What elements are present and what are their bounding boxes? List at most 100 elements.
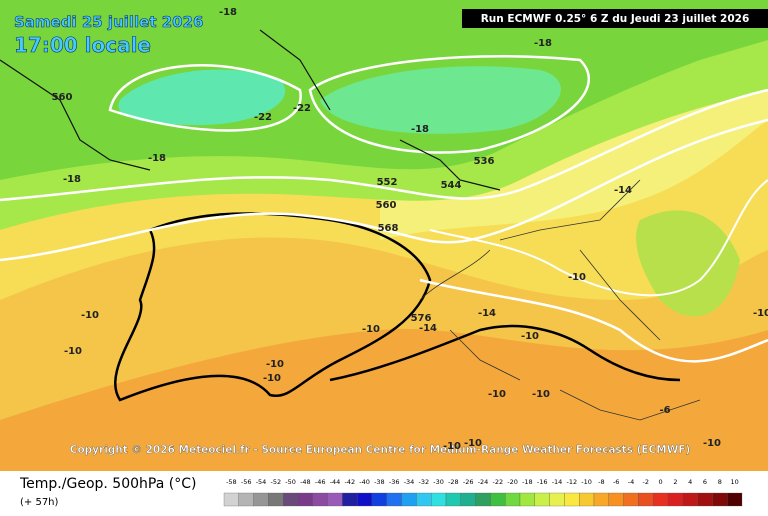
map-label: 552 (377, 177, 398, 188)
map-label: -18 (219, 7, 237, 18)
scale-label: -14 (552, 478, 563, 486)
cold-core (118, 69, 286, 125)
map-label: -10 (64, 346, 82, 357)
scale-swatch (238, 492, 254, 507)
scale-swatch (253, 492, 269, 507)
scale-swatch (697, 492, 713, 507)
scale-label: -30 (433, 478, 444, 486)
scale-swatch (416, 492, 432, 507)
scale-label: -40 (359, 478, 370, 486)
scale-label: -56 (241, 478, 252, 486)
scale-swatch (608, 492, 624, 507)
scale-label: -44 (330, 478, 341, 486)
isohypse (0, 88, 768, 202)
map-label: -14 (419, 323, 437, 334)
scale-label: -36 (389, 478, 400, 486)
scale-swatch (475, 492, 491, 507)
scale-swatch (268, 492, 284, 507)
scale-swatch (712, 492, 728, 507)
map-label: -18 (411, 124, 429, 135)
map-label: 544 (441, 180, 462, 191)
scale-swatch (638, 492, 654, 507)
map-label: 560 (52, 92, 73, 103)
scale-swatch (667, 492, 683, 507)
scale-swatch (312, 492, 328, 507)
scale-swatch (682, 492, 698, 507)
run-box (462, 9, 768, 28)
scale-label: -32 (418, 478, 429, 486)
scale-label: -34 (404, 478, 415, 486)
scale-swatch (653, 492, 669, 507)
scale-swatch (623, 492, 639, 507)
scale-label: -42 (344, 478, 355, 486)
scale-swatch (564, 492, 580, 507)
map (0, 0, 768, 471)
scale-swatch (534, 492, 550, 507)
map-label: -10 (521, 331, 539, 342)
scale-label: -26 (463, 478, 474, 486)
scale-swatch (283, 492, 299, 507)
map-label: -10 (568, 272, 586, 283)
scale-swatch (223, 492, 239, 507)
scale-label: -50 (285, 478, 296, 486)
map-label: 576 (411, 313, 432, 324)
scale-swatch (519, 492, 535, 507)
map-label: -6 (659, 405, 670, 416)
scale-label: 8 (718, 478, 722, 486)
scale-label: -46 (315, 478, 326, 486)
scale-label: 6 (703, 478, 707, 486)
scale-label: -12 (566, 478, 577, 486)
map-label: 536 (474, 156, 495, 167)
map-label: -18 (63, 174, 81, 185)
scale-swatch (490, 492, 506, 507)
scale-swatch (445, 492, 461, 507)
scale-label: -52 (270, 478, 281, 486)
map-label: -10 (81, 310, 99, 321)
scale-label: -4 (628, 478, 634, 486)
scale-label: 4 (688, 478, 692, 486)
map-label: -10 (532, 389, 550, 400)
scale-swatch (593, 492, 609, 507)
scale-label: -22 (492, 478, 503, 486)
forecast-time: 17:00 locale (14, 33, 151, 57)
footer-title: Temp./Geop. 500hPa (°C) (19, 476, 196, 492)
map-label: -10 (703, 438, 721, 449)
map-label: -10 (753, 308, 768, 319)
map-label: -10 (263, 373, 281, 384)
map-label: -10 (443, 441, 461, 452)
footer-lead: (+ 57h) (20, 497, 59, 508)
scale-label: -28 (448, 478, 459, 486)
scale-swatch (460, 492, 476, 507)
scale-swatch (357, 492, 373, 507)
scale-swatch (342, 492, 358, 507)
map-label: -22 (293, 103, 311, 114)
scale-label: 2 (673, 478, 677, 486)
run-info: Run ECMWF 0.25° 6 Z du Jeudi 23 juillet … (481, 13, 750, 25)
scale-swatch (431, 492, 447, 507)
scale-swatch (371, 492, 387, 507)
cold-area (320, 66, 561, 134)
map-label: -18 (534, 38, 552, 49)
isohypse (429, 179, 768, 297)
scale-label: 10 (730, 478, 738, 486)
scale-swatch (549, 492, 565, 507)
green-patch (636, 210, 740, 317)
scale-label: -38 (374, 478, 385, 486)
copyright: Copyright © 2026 Meteociel.fr - Source E… (70, 444, 691, 456)
isohypse (308, 55, 591, 154)
map-label: -10 (464, 438, 482, 449)
map-label: -14 (614, 185, 632, 196)
map-label: -14 (478, 308, 496, 319)
contour-black-2 (329, 324, 681, 382)
scale-label: -6 (613, 478, 619, 486)
scale-swatch (727, 492, 743, 507)
scale-label: -18 (522, 478, 533, 486)
map-label: 568 (378, 223, 399, 234)
borders (419, 179, 701, 421)
map-label: -10 (488, 389, 506, 400)
coastline (0, 29, 501, 191)
scale-label: -48 (300, 478, 311, 486)
scale-label: -8 (598, 478, 604, 486)
scale-swatch (579, 492, 595, 507)
